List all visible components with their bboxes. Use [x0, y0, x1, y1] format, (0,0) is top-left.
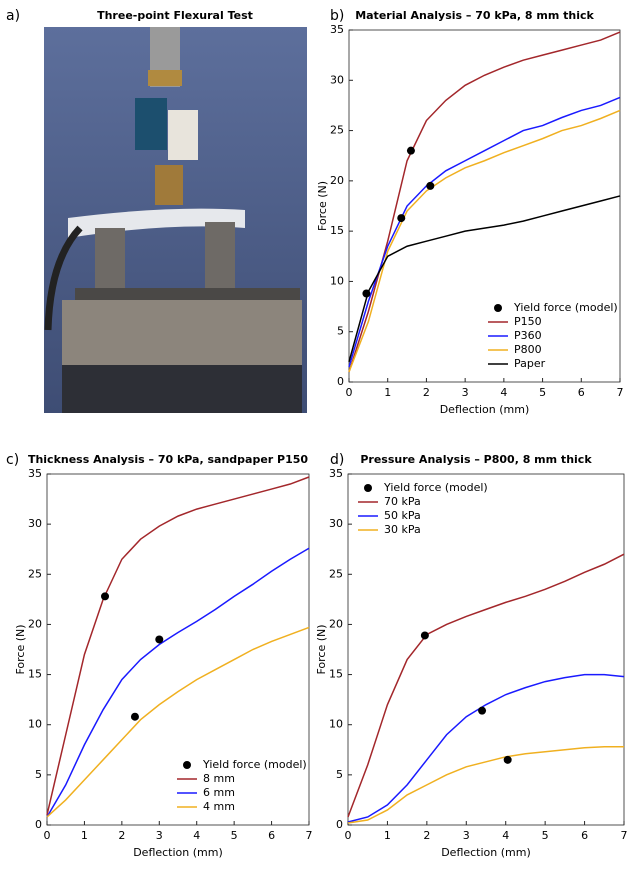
y-tick-label: 10 [329, 718, 343, 731]
yield-point [421, 631, 429, 639]
yield-point [426, 182, 434, 190]
y-tick-label: 10 [330, 274, 344, 287]
y-axis-label: Force (N) [315, 624, 328, 674]
yield-point [362, 289, 370, 297]
y-tick-label: 20 [330, 174, 344, 187]
x-tick-label: 2 [423, 829, 430, 842]
y-tick-label: 15 [329, 668, 343, 681]
y-tick-label: 30 [329, 517, 343, 530]
legend-label: P800 [514, 343, 542, 356]
x-tick-label: 5 [231, 829, 238, 842]
x-tick-label: 2 [118, 829, 125, 842]
y-tick-label: 25 [330, 124, 344, 137]
legend-label: P150 [514, 315, 542, 328]
y-tick-label: 30 [28, 517, 42, 530]
y-tick-label: 25 [28, 567, 42, 580]
x-tick-label: 4 [193, 829, 200, 842]
yield-point [478, 707, 486, 715]
y-tick-label: 10 [28, 718, 42, 731]
y-tick-label: 5 [336, 768, 343, 781]
y-tick-label: 0 [337, 375, 344, 388]
legend-label: 70 kPa [384, 495, 421, 508]
x-tick-label: 3 [156, 829, 163, 842]
x-tick-label: 6 [268, 829, 275, 842]
y-axis-label: Force (N) [14, 624, 27, 674]
chart-title: Material Analysis – 70 kPa, 8 mm thick [355, 9, 594, 22]
legend-label: 8 mm [203, 772, 235, 785]
yield-point [504, 756, 512, 764]
panel-label: c) [6, 452, 19, 468]
x-tick-label: 6 [578, 386, 585, 399]
panel-label: a) [6, 8, 20, 24]
x-tick-label: 3 [462, 386, 469, 399]
legend-label: Yield force (model) [383, 481, 488, 494]
x-tick-label: 3 [463, 829, 470, 842]
y-tick-label: 20 [28, 617, 42, 630]
legend-symbol [364, 484, 372, 492]
chart-title: Pressure Analysis – P800, 8 mm thick [360, 453, 592, 466]
legend-label: 30 kPa [384, 523, 421, 536]
y-tick-label: 30 [330, 73, 344, 86]
x-tick-label: 4 [502, 829, 509, 842]
x-axis-label: Deflection (mm) [440, 403, 530, 416]
yield-point [155, 635, 163, 643]
legend-label: 50 kPa [384, 509, 421, 522]
panel-label: b) [330, 8, 344, 24]
x-tick-label: 7 [306, 829, 313, 842]
y-tick-label: 25 [329, 567, 343, 580]
x-tick-label: 1 [384, 386, 391, 399]
x-tick-label: 1 [81, 829, 88, 842]
yield-point [407, 147, 415, 155]
data-line [348, 554, 624, 817]
y-axis-label: Force (N) [316, 181, 329, 231]
x-tick-label: 0 [44, 829, 51, 842]
x-tick-label: 2 [423, 386, 430, 399]
y-tick-label: 35 [330, 23, 344, 36]
x-tick-label: 1 [384, 829, 391, 842]
y-tick-label: 20 [329, 617, 343, 630]
panel-label: d) [330, 452, 344, 468]
x-axis-label: Deflection (mm) [441, 846, 531, 859]
x-tick-label: 0 [345, 829, 352, 842]
legend-label: Yield force (model) [513, 301, 618, 314]
y-tick-label: 5 [337, 325, 344, 338]
legend-label: Yield force (model) [202, 758, 307, 771]
legend-label: P360 [514, 329, 542, 342]
photo-title: Three-point Flexural Test [97, 9, 253, 22]
legend-symbol [494, 304, 502, 312]
data-line [348, 747, 624, 823]
x-tick-label: 0 [346, 386, 353, 399]
photo [44, 27, 307, 413]
y-tick-label: 0 [336, 818, 343, 831]
x-tick-label: 5 [539, 386, 546, 399]
y-tick-label: 5 [35, 768, 42, 781]
legend-label: 6 mm [203, 786, 235, 799]
x-tick-label: 6 [581, 829, 588, 842]
y-tick-label: 35 [28, 467, 42, 480]
legend-symbol [183, 761, 191, 769]
yield-point [101, 592, 109, 600]
yield-point [131, 713, 139, 721]
y-tick-label: 35 [329, 467, 343, 480]
x-tick-label: 5 [542, 829, 549, 842]
x-tick-label: 4 [500, 386, 507, 399]
legend-label: Paper [514, 357, 546, 370]
x-axis-label: Deflection (mm) [133, 846, 223, 859]
y-tick-label: 15 [28, 668, 42, 681]
x-tick-label: 7 [621, 829, 627, 842]
y-tick-label: 15 [330, 224, 344, 237]
legend-label: 4 mm [203, 800, 235, 813]
chart-title: Thickness Analysis – 70 kPa, sandpaper P… [28, 453, 308, 466]
y-tick-label: 0 [35, 818, 42, 831]
yield-point [397, 214, 405, 222]
x-tick-label: 7 [617, 386, 624, 399]
